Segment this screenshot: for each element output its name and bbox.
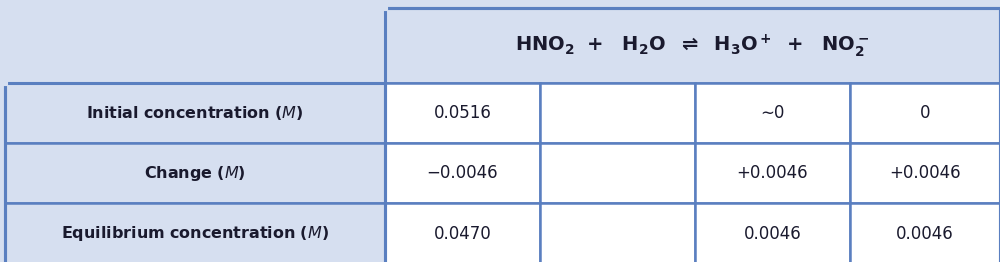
Bar bbox=[385, 8, 1000, 262]
Text: 0.0046: 0.0046 bbox=[896, 225, 954, 243]
Text: 0: 0 bbox=[920, 104, 930, 122]
Text: ∼0: ∼0 bbox=[760, 104, 785, 122]
Bar bbox=[385, 83, 540, 143]
Text: +0.0046: +0.0046 bbox=[737, 164, 808, 182]
Text: $\bf{Initial\ concentration\ (\mathit{M})}$: $\bf{Initial\ concentration\ (\mathit{M}… bbox=[86, 104, 304, 122]
Bar bbox=[540, 143, 695, 204]
Bar bbox=[850, 204, 1000, 262]
Text: +0.0046: +0.0046 bbox=[889, 164, 961, 182]
Bar bbox=[540, 204, 695, 262]
Bar bbox=[540, 83, 695, 143]
Bar bbox=[695, 143, 850, 204]
Bar bbox=[385, 143, 540, 204]
Bar bbox=[5, 204, 385, 262]
Text: $\bf{Equilibrium\ concentration\ (\mathit{M})}$: $\bf{Equilibrium\ concentration\ (\mathi… bbox=[61, 224, 329, 243]
Bar bbox=[385, 204, 540, 262]
Text: 0.0516: 0.0516 bbox=[434, 104, 491, 122]
Bar bbox=[5, 143, 385, 204]
Bar bbox=[5, 83, 385, 262]
Bar bbox=[850, 83, 1000, 143]
Bar bbox=[695, 204, 850, 262]
Bar bbox=[695, 83, 850, 143]
Bar bbox=[5, 8, 385, 83]
Bar bbox=[850, 143, 1000, 204]
Text: 0.0046: 0.0046 bbox=[744, 225, 801, 243]
Text: $\mathbf{HNO_2}$  $\mathbf{+}$   $\mathbf{H_2O}$  $\mathbf{\rightleftharpoons}$ : $\mathbf{HNO_2}$ $\mathbf{+}$ $\mathbf{H… bbox=[515, 32, 870, 59]
Text: $\bf{Change\ (\mathit{M})}$: $\bf{Change\ (\mathit{M})}$ bbox=[144, 164, 246, 183]
Text: −0.0046: −0.0046 bbox=[427, 164, 498, 182]
Bar bbox=[5, 83, 385, 143]
Text: 0.0470: 0.0470 bbox=[434, 225, 491, 243]
Bar bbox=[385, 8, 1000, 83]
